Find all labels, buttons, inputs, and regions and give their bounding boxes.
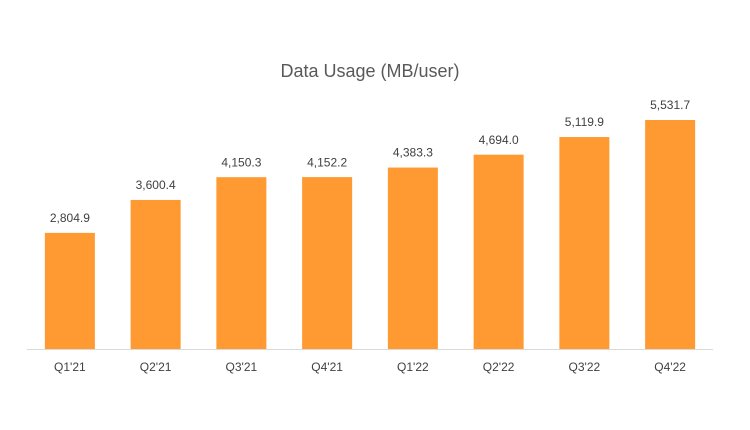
bar: [473, 154, 524, 349]
x-tick-label: Q3'21: [226, 360, 258, 374]
bar: [387, 167, 438, 349]
bar: [44, 232, 95, 349]
chart-title: Data Usage (MB/user): [280, 61, 459, 81]
data-label: 4,150.3: [221, 155, 261, 169]
x-tick-label: Q1'22: [397, 360, 429, 374]
bar: [130, 199, 181, 349]
data-label: 2,804.9: [50, 211, 90, 225]
x-tick-label: Q2'21: [140, 360, 172, 374]
data-label: 4,383.3: [393, 146, 433, 160]
data-label: 4,152.2: [307, 155, 347, 169]
data-label: 3,600.4: [136, 178, 176, 192]
x-tick-label: Q4'22: [654, 360, 686, 374]
x-tick-label: Q4'21: [311, 360, 343, 374]
x-tick-label: Q2'22: [483, 360, 515, 374]
x-tick-label: Q1'21: [54, 360, 86, 374]
bar: [559, 137, 610, 349]
data-label: 4,694.0: [479, 133, 519, 147]
bar: [645, 120, 696, 349]
bar: [216, 177, 267, 349]
bar: [302, 177, 353, 349]
data-label: 5,531.7: [650, 98, 690, 112]
data-label: 5,119.9: [565, 115, 604, 129]
x-tick-label: Q3'22: [569, 360, 601, 374]
